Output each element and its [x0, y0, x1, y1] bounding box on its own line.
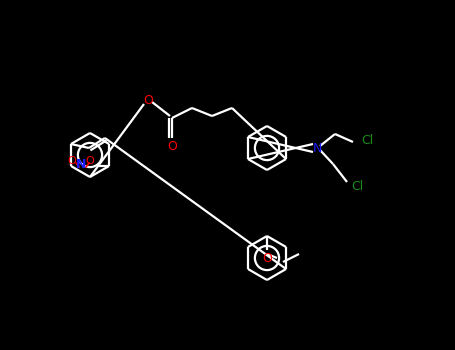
Text: N: N	[76, 159, 86, 172]
Text: O: O	[143, 93, 153, 106]
Text: Cl: Cl	[351, 180, 363, 193]
Text: O: O	[262, 252, 272, 265]
Text: O: O	[167, 140, 177, 154]
Text: N: N	[312, 141, 322, 154]
Text: O: O	[68, 156, 76, 166]
Text: Cl: Cl	[361, 133, 373, 147]
Text: O: O	[86, 156, 95, 166]
